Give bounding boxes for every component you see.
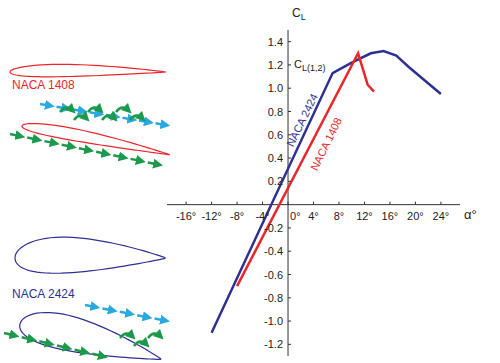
svg-text:-1.0: -1.0 [264,315,283,327]
svg-text:-16°: -16° [176,210,196,222]
svg-text:20°: 20° [407,210,424,222]
html-text:NACA 2424: NACA 2424 [284,91,320,149]
svg-text:-4°: -4° [255,210,269,222]
svg-text:0.8: 0.8 [268,106,283,118]
svg-text:1.0: 1.0 [268,82,283,94]
svg-text:24°: 24° [433,210,450,222]
svg-text:1.2: 1.2 [268,59,283,71]
svg-text:0.2: 0.2 [268,175,283,187]
svg-text:0.6: 0.6 [268,129,283,141]
svg-text:12°: 12° [356,210,373,222]
html-text:α°: α° [464,206,477,222]
svg-text:-1.2: -1.2 [264,338,283,350]
svg-text:NACA 1408: NACA 1408 [12,78,75,92]
svg-text:NACA 2424: NACA 2424 [12,287,75,301]
svg-text:-0.2: -0.2 [264,222,283,234]
svg-text:-12°: -12° [201,210,221,222]
svg-text:0°: 0° [290,210,301,222]
html-text:CL(1,2): CL(1,2) [294,58,326,74]
svg-text:-0.8: -0.8 [264,292,283,304]
svg-text:-8°: -8° [230,210,244,222]
html-text:NACA 1408: NACA 1408 [308,115,344,173]
svg-text:4°: 4° [308,210,319,222]
html-text:CL: CL [292,6,306,23]
svg-text:-0.4: -0.4 [264,245,283,257]
svg-text:-0.6: -0.6 [264,269,283,281]
svg-text:8°: 8° [334,210,345,222]
svg-text:0.4: 0.4 [268,152,283,164]
svg-text:1.4: 1.4 [268,36,283,48]
svg-text:16°: 16° [382,210,399,222]
